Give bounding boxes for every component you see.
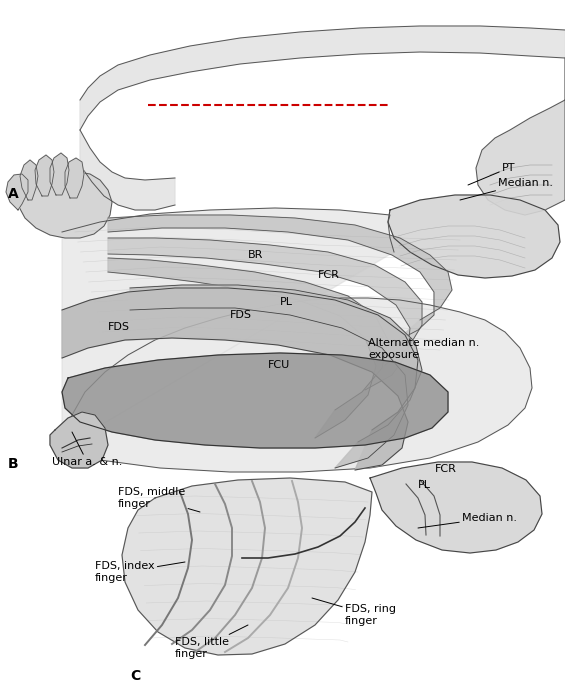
Polygon shape: [35, 155, 54, 196]
Polygon shape: [108, 258, 388, 438]
Polygon shape: [122, 478, 372, 655]
Polygon shape: [62, 208, 532, 472]
Text: Median n.: Median n.: [418, 513, 517, 528]
Polygon shape: [62, 353, 448, 448]
Text: B: B: [8, 457, 19, 471]
Text: FDS: FDS: [108, 322, 130, 332]
Text: FCR: FCR: [435, 464, 457, 474]
Polygon shape: [108, 215, 452, 342]
Text: FDS, ring
finger: FDS, ring finger: [312, 598, 396, 626]
Text: PT: PT: [468, 163, 515, 185]
Text: FDS, index
finger: FDS, index finger: [95, 561, 185, 583]
Polygon shape: [20, 160, 38, 200]
Text: FCR: FCR: [318, 270, 340, 280]
Text: A: A: [8, 187, 19, 201]
Polygon shape: [62, 288, 418, 470]
Text: PL: PL: [280, 297, 293, 307]
Polygon shape: [388, 195, 560, 278]
Text: C: C: [130, 669, 140, 683]
Polygon shape: [6, 174, 28, 210]
Text: FDS, middle
finger: FDS, middle finger: [118, 487, 200, 512]
Text: FDS, little
finger: FDS, little finger: [175, 625, 248, 659]
Text: Median n.: Median n.: [460, 178, 553, 200]
Text: Ulnar a. & n.: Ulnar a. & n.: [52, 432, 123, 467]
Text: PL: PL: [418, 480, 431, 490]
Polygon shape: [80, 130, 175, 210]
Polygon shape: [80, 26, 565, 130]
Polygon shape: [370, 462, 542, 553]
Polygon shape: [476, 58, 565, 215]
Text: BR: BR: [248, 250, 263, 260]
Polygon shape: [65, 158, 84, 198]
Polygon shape: [130, 285, 422, 468]
Polygon shape: [50, 412, 108, 468]
Polygon shape: [18, 172, 112, 238]
Text: FCU: FCU: [268, 360, 290, 370]
Text: Alternate median n.
exposure: Alternate median n. exposure: [368, 339, 479, 360]
Polygon shape: [50, 153, 69, 195]
Polygon shape: [108, 238, 422, 390]
Text: FDS: FDS: [230, 310, 252, 320]
